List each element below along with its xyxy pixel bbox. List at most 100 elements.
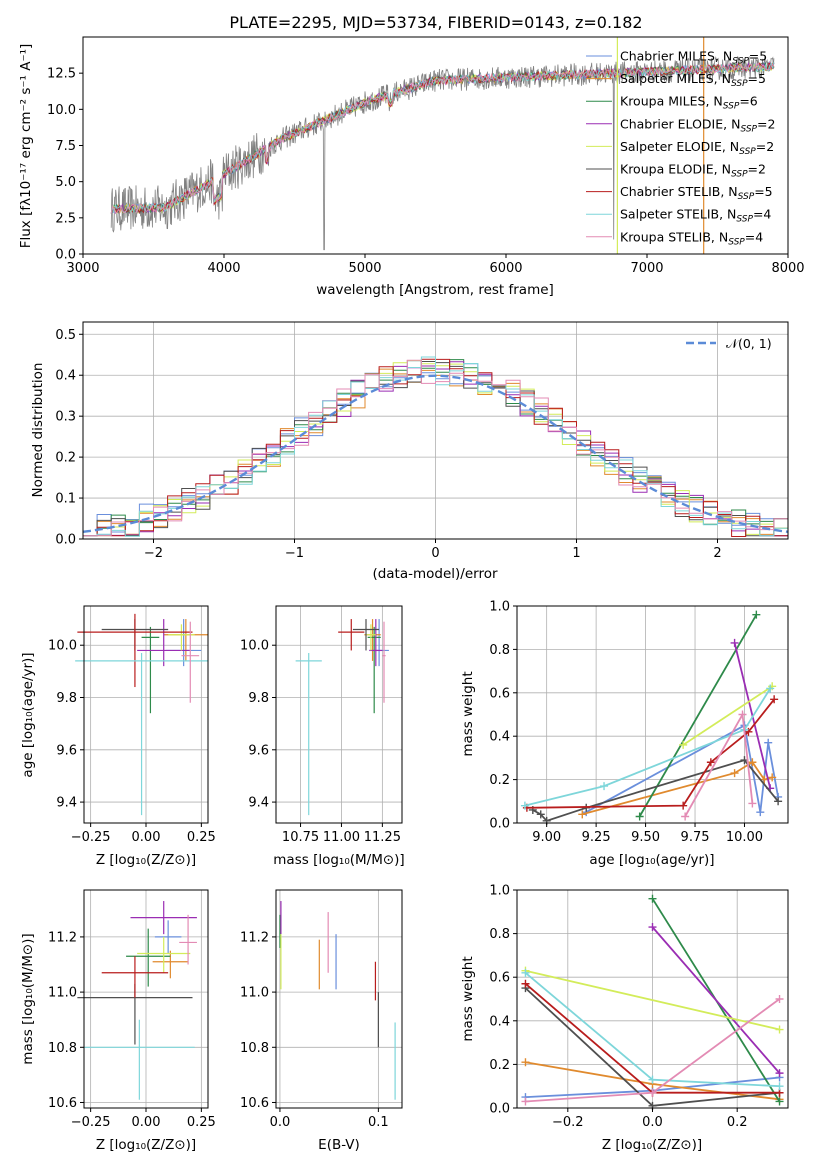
spectrum-ylabel: Flux [fλ10⁻¹⁷ erg cm⁻² s⁻¹ A⁻¹] [18,44,34,249]
age-vs-Z-ticks: −0.25 0.00 0.25 9.4 9.6 9.8 10.0 [48,639,216,845]
residual-xtick-label: −2 [144,546,163,561]
weight-vs-age-ytick-label: 0.0 [489,817,510,832]
weight-vs-Z-marker [775,1082,784,1091]
mass-vs-ebv-errorbars [279,901,396,1100]
age-vs-mass-ytick-label: 9.8 [248,691,269,706]
weight-vs-age-marker [681,812,690,821]
mass-vs-Z-ytick-label: 11.0 [48,986,77,1001]
weight-vs-Z-panel: −0.2 0.0 0.2 0.0 0.2 0.4 0.6 0.8 1.0 Z [log₁₀(Z/… [460,884,789,1153]
weight-vs-Z-lines [521,894,784,1110]
weight-vs-age-xtick-label: 10.00 [726,830,763,845]
age-vs-mass-panel: 10.75 11.00 11.25 9.4 9.6 9.8 10.0 mass [log₁₀… [240,605,405,868]
weight-vs-Z-xtick-label: 0.0 [642,1115,663,1130]
age-vs-mass-xtick-label: 10.75 [282,830,319,845]
residual-ytick-label: 0.0 [55,533,76,548]
mass-vs-ebv-ytick-label: 10.6 [240,1096,269,1111]
mass-vs-Z-xtick-label: 0.25 [187,1115,216,1130]
weight-vs-age-marker [738,710,747,719]
weight-vs-age-ytick-label: 0.8 [489,643,510,658]
weight-vs-Z-marker [775,995,784,1003]
weight-vs-Z-ytick-label: 0.4 [489,1014,510,1029]
weight-vs-Z-marker [775,1025,784,1034]
spectrum-series-group [110,37,775,254]
age-vs-Z-xtick-label: 0.25 [187,830,216,845]
spectrum-ticks: 3000 4000 5000 6000 7000 8000 0.0 2.5 5.0 7.5 10.0… [47,67,805,276]
weight-vs-Z-xtick-label: 0.2 [727,1115,748,1130]
weight-vs-age-marker [766,684,775,693]
legend-label: Chabrier MILES, NSSP=5 [620,49,767,67]
weight-vs-age-marker [679,801,688,810]
spectrum-xtick-label: 7000 [630,261,663,276]
spectrum-xtick-label: 6000 [489,261,522,276]
mass-vs-ebv-xtick-label: 0.0 [270,1115,291,1130]
age-vs-Z-xtick-label: −0.25 [71,830,111,845]
mass-vs-ebv-panel: 0.0 0.1 10.6 10.8 11.0 11.2 E(B-V) [240,889,403,1153]
age-vs-Z-ytick-label: 9.4 [56,796,77,811]
weight-vs-age-ticks: 9.00 9.25 9.50 9.75 10.00 0.0 0.2 0.4 0.6 0.8 1.0 [489,600,763,846]
age-vs-Z-ytick-label: 10.0 [48,639,77,654]
legend-label: Salpeter STELIB, NSSP=4 [620,207,771,225]
legend-label: Kroupa MILES, NSSP=6 [620,94,758,112]
age-vs-Z-ytick-label: 9.8 [56,691,77,706]
residual-xtick-label: 2 [713,546,721,561]
mass-vs-Z-xtick-label: 0.00 [132,1115,161,1130]
mass-vs-Z-errorbars [77,901,197,1100]
residual-xtick-label: 0 [431,546,439,561]
spectrum-ytick-label: 5.0 [55,175,76,190]
residual-histograms [82,356,788,539]
residual-ytick-label: 0.5 [55,328,76,343]
weight-vs-age-marker [748,758,757,767]
legend-label: Kroupa STELIB, NSSP=4 [620,229,763,247]
weight-vs-age-marker [756,808,765,817]
weight-vs-age-marker [748,799,757,808]
residual-ytick-label: 0.2 [55,451,76,466]
weight-vs-age-xlabel: age [log₁₀(age/yr)] [589,852,714,868]
spectrum-xtick-label: 4000 [207,261,240,276]
weight-vs-age-frame [516,605,789,824]
legend-label: Chabrier ELODIE, NSSP=2 [620,116,775,134]
weight-vs-Z-marker [521,968,530,977]
mass-vs-Z-ytick-label: 10.6 [48,1096,77,1111]
weight-vs-age-lines [520,610,783,825]
residual-histogram [82,359,788,539]
spectrum-panel: 3000 4000 5000 6000 7000 8000 0.0 2.5 5.0 7.5 10.0… [18,36,805,298]
age-vs-mass-xlabel: mass [log₁₀(M/M⊙)] [273,852,404,868]
residual-ticks: −2 −1 0 1 2 0.0 0.1 0.2 0.3 0.4 0.5 [55,328,721,561]
residual-ytick-label: 0.4 [55,369,76,384]
residual-ytick-label: 0.1 [55,492,76,507]
residual-ytick-label: 0.3 [55,410,76,425]
residual-panel: −2 −1 0 1 2 0.0 0.1 0.2 0.3 0.4 0.5 (data-model)/e… [30,321,789,582]
age-vs-Z-xtick-label: 0.00 [132,830,161,845]
spectrum-ytick-label: 7.5 [55,139,76,154]
spectrum-xtick-label: 8000 [771,261,804,276]
weight-vs-age-marker [730,769,739,778]
weight-vs-Z-ylabel: mass weight [460,956,476,1041]
figure-title: PLATE=2295, MJD=53734, FIBERID=0143, z=0… [229,13,642,32]
weight-vs-age-marker [730,638,739,647]
weight-vs-Z-ytick-label: 1.0 [489,884,510,899]
residual-grid [83,322,788,540]
weight-vs-Z-marker [648,1075,657,1084]
age-vs-mass-frame [275,605,403,824]
residual-xtick-label: −1 [285,546,304,561]
age-vs-mass-xtick-label: 11.00 [323,830,360,845]
weight-vs-Z-ytick-label: 0.0 [489,1102,510,1117]
weight-vs-age-line [638,614,758,817]
spectrum-ytick-label: 0.0 [55,248,76,263]
weight-vs-age-ytick-label: 1.0 [489,600,510,615]
mass-vs-ebv-xlabel: E(B-V) [318,1137,360,1153]
weight-vs-age-marker [635,812,644,821]
weight-vs-Z-marker [775,1069,784,1078]
weight-vs-age-xtick-label: 9.25 [582,830,611,845]
weight-vs-age-panel: 9.00 9.25 9.50 9.75 10.000.00.20.40.60.81.0 … [460,600,789,868]
mass-vs-ebv-ytick-label: 11.0 [240,986,269,1001]
weight-vs-Z-marker [775,1097,784,1106]
weight-vs-age-ylabel: mass weight [460,671,476,756]
age-vs-mass-ytick-label: 9.4 [248,796,269,811]
spectrum-xtick-label: 5000 [348,261,381,276]
age-vs-Z-errorbars [75,613,208,816]
weight-vs-age-marker [520,801,529,810]
age-vs-mass-errorbars [295,619,389,816]
mass-vs-Z-ticks: −0.25 0.00 0.25 10.6 10.8 11.0 11.2 [48,930,216,1130]
